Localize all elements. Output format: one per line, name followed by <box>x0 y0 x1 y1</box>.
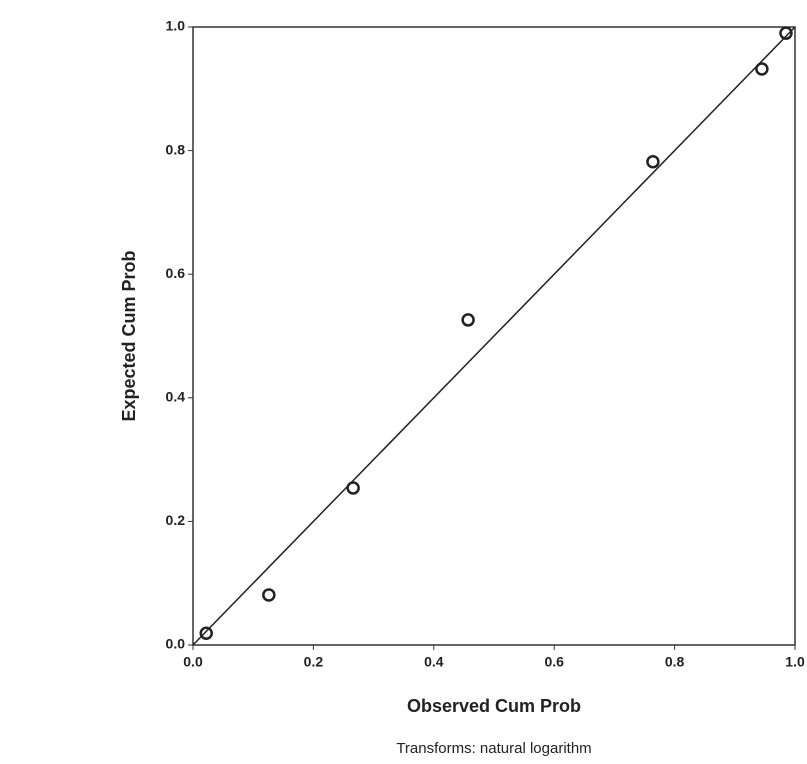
footnote: Transforms: natural logarithm <box>396 740 591 757</box>
x-tick-label: 0.2 <box>304 654 324 670</box>
y-tick-label: 0.8 <box>166 141 186 157</box>
y-tick-label: 0.0 <box>166 636 186 652</box>
chart: Observed Cum Prob Expected Cum Prob Tran… <box>0 0 807 764</box>
x-tick-label: 0.0 <box>183 654 203 670</box>
y-tick-label: 0.6 <box>166 265 186 281</box>
x-tick-label: 0.4 <box>424 654 444 670</box>
y-axis-title: Expected Cum Prob <box>119 250 139 421</box>
y-tick-label: 0.4 <box>166 389 186 405</box>
y-tick-label: 0.2 <box>166 512 186 528</box>
x-axis-title: Observed Cum Prob <box>407 696 581 716</box>
x-tick-label: 1.0 <box>785 654 805 670</box>
x-tick-label: 0.6 <box>544 654 564 670</box>
y-tick-label: 1.0 <box>166 18 186 34</box>
x-tick-label: 0.8 <box>665 654 685 670</box>
